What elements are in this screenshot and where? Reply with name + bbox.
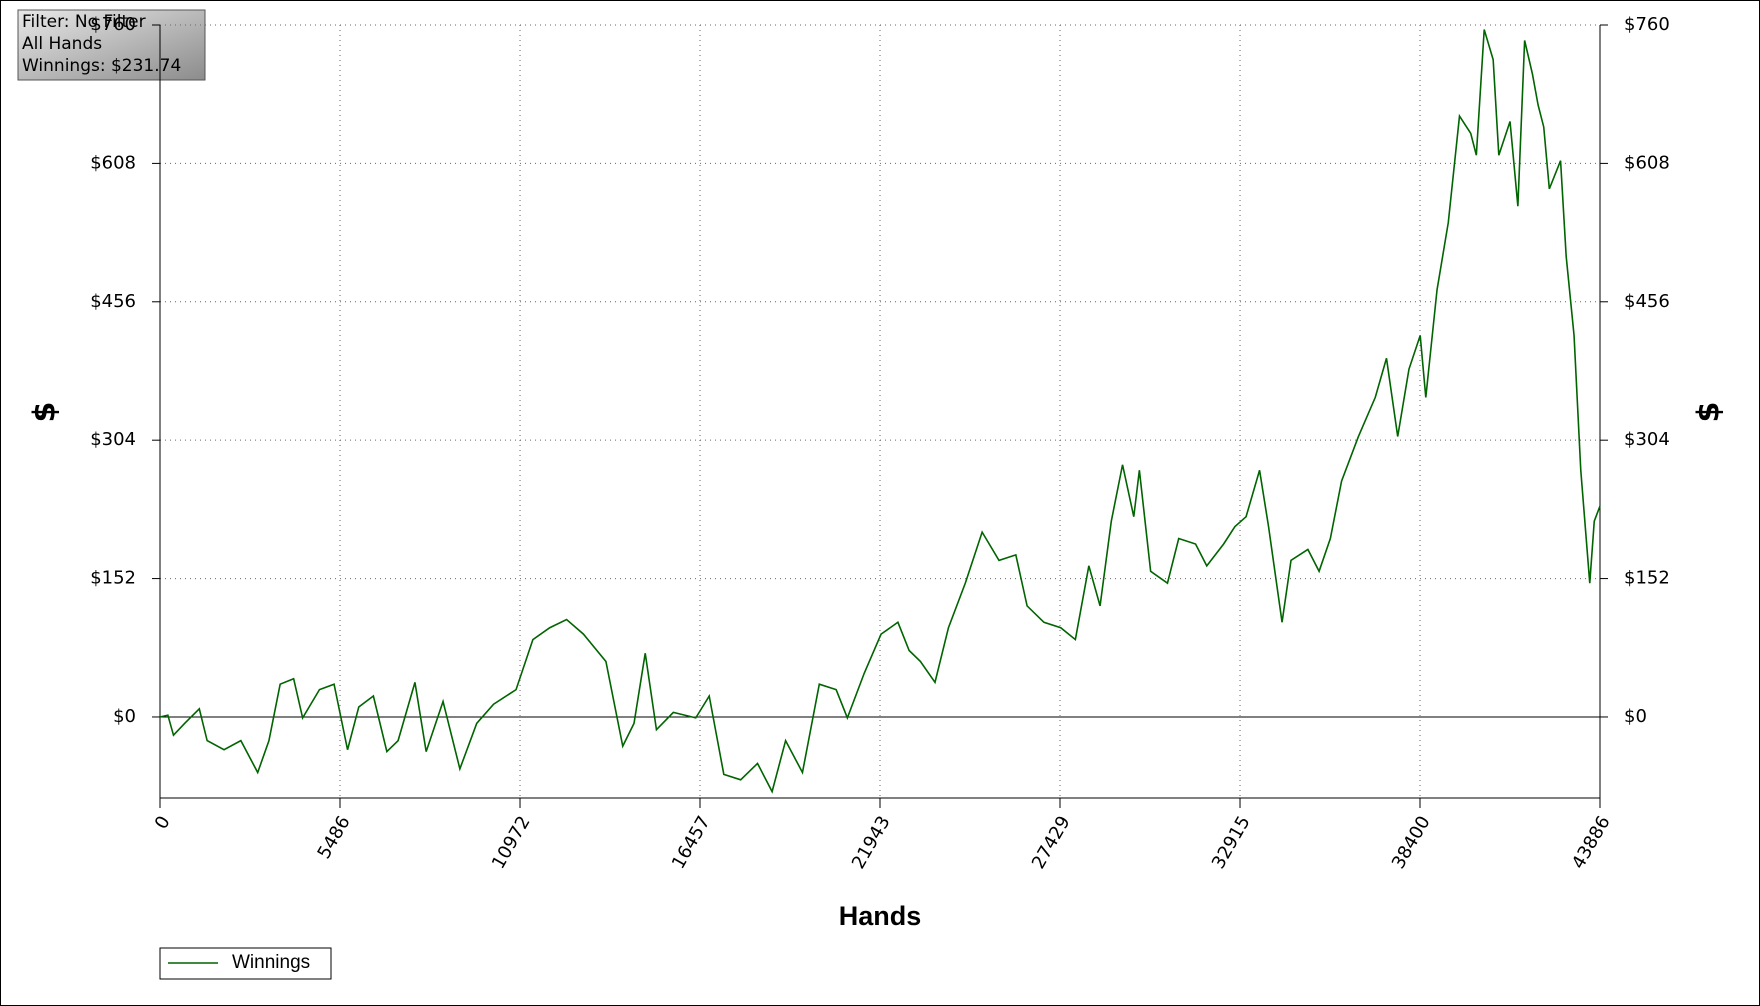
- y-tick-label: $304: [90, 429, 136, 450]
- x-axis-title: Hands: [839, 901, 922, 931]
- y2-tick-label: $456: [1624, 291, 1670, 312]
- y-axis-title: $: [28, 402, 63, 423]
- y-tick-label: $0: [113, 706, 136, 727]
- y2-tick-label: $0: [1624, 706, 1647, 727]
- y-tick-label: $456: [90, 291, 136, 312]
- info-box: [17, 9, 206, 81]
- y2-tick-label: $152: [1624, 568, 1670, 589]
- y2-tick-label: $304: [1624, 429, 1670, 450]
- y-tick-label: $608: [90, 152, 136, 173]
- info-line: Winnings: $231.74: [22, 56, 181, 76]
- y2-axis-title: $: [1692, 402, 1727, 423]
- info-line: Filter: No Filter: [22, 12, 146, 32]
- line-series: [159, 29, 1601, 794]
- legend-label: Winnings: [232, 952, 310, 973]
- y2-tick-label: $608: [1624, 152, 1670, 173]
- y-tick-label: $760: [90, 14, 136, 35]
- info-line: All Hands: [22, 34, 102, 54]
- y2-tick-label: $760: [1624, 14, 1670, 35]
- y-tick-label: $152: [90, 568, 136, 589]
